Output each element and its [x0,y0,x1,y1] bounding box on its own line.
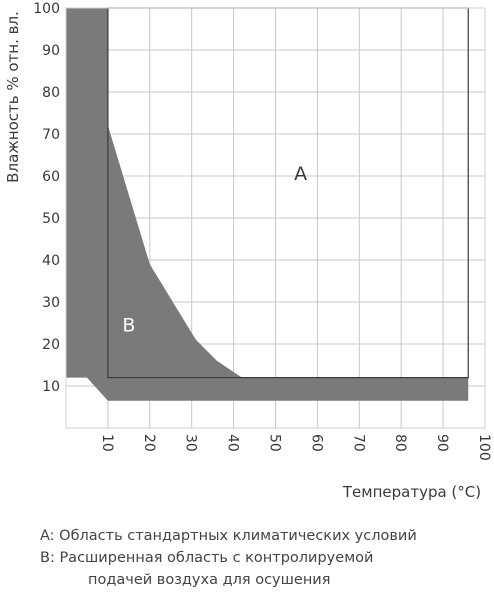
x-tick-label: 40 [225,434,241,452]
region-b-label: B [122,314,135,336]
x-tick-label: 100 [476,434,492,461]
y-tick-label: 90 [42,43,60,59]
x-axis-title: Температура (°C) [342,483,481,501]
chart-regions: AB [66,8,469,401]
x-tick-label: 70 [350,434,366,452]
y-tick-label: 50 [42,211,60,227]
x-tick-label: 10 [99,434,115,452]
y-tick-label: 10 [42,379,60,395]
y-tick-label: 80 [42,85,60,101]
x-tick-label: 30 [183,434,199,452]
y-tick-label: 40 [42,253,60,269]
y-axis-ticks: 10 20 30 40 50 60 70 80 90 100 [33,1,60,395]
x-tick-label: 50 [267,434,283,452]
legend: A: Область стандартных климатических усл… [40,525,417,591]
region-a-label: A [294,163,307,185]
y-tick-label: 20 [42,337,60,353]
y-tick-label: 100 [33,1,60,17]
plot-border [65,7,486,429]
y-tick-label: 70 [42,127,60,143]
x-tick-label: 20 [141,434,157,452]
x-axis-ticks: 10 20 30 40 50 60 70 80 90 100 [99,434,492,461]
x-tick-label: 80 [392,434,408,452]
legend-item-b-continued: подачей воздуха для осушения [88,572,331,588]
plot-frame [65,7,486,429]
x-tick-label: 90 [434,434,450,452]
legend-item-a: A: Область стандартных климатических усл… [40,528,417,544]
legend-item-b: B: Расширенная область с контролируемой [40,550,374,566]
region-b-area [66,8,469,401]
y-tick-label: 30 [42,295,60,311]
y-tick-label: 60 [42,169,60,185]
y-axis-title: Влажность % отн. вл. [4,11,22,183]
x-tick-label: 60 [308,434,324,452]
